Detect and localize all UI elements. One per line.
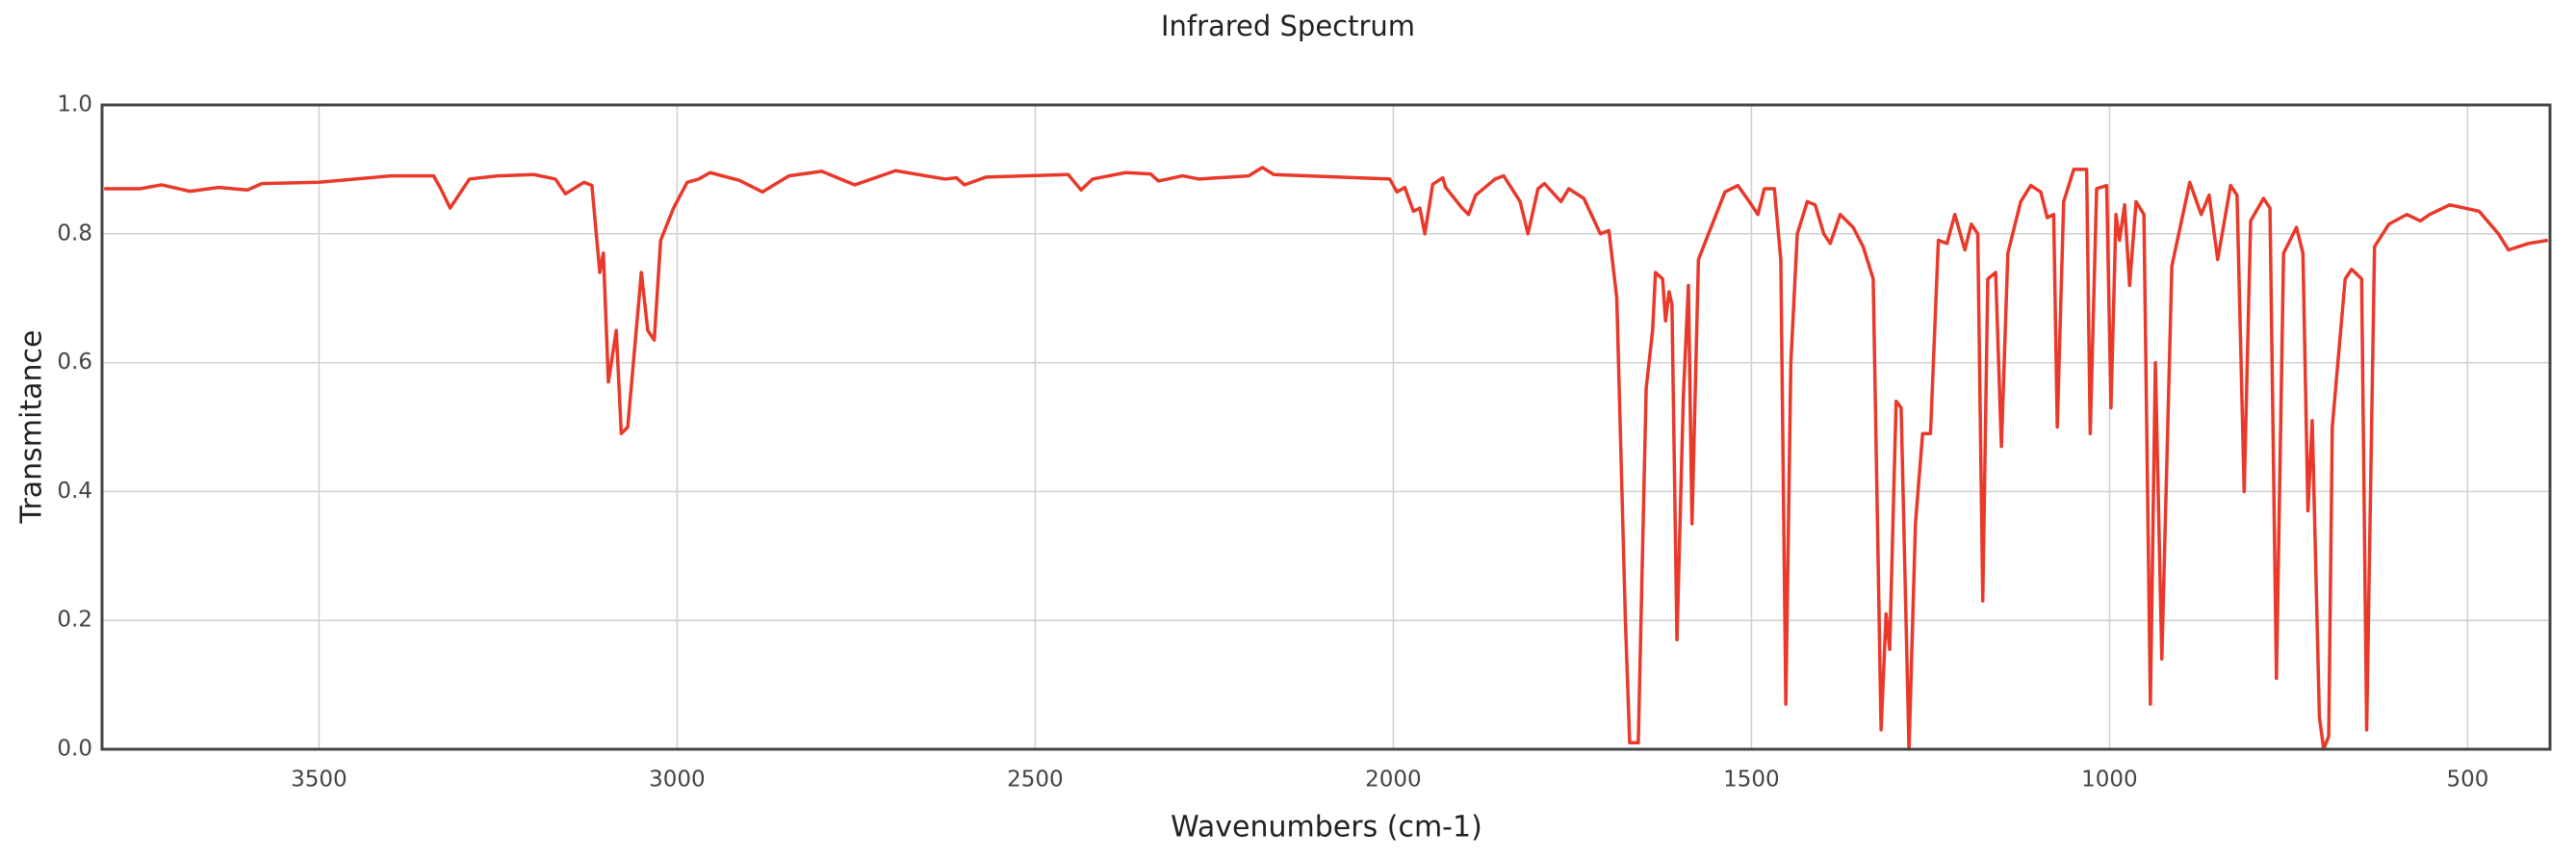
y-tick-label: 1.0 <box>57 92 92 117</box>
spectrum-line <box>104 166 2549 751</box>
plot-frame <box>100 103 2552 751</box>
x-axis-label: Wavenumbers (cm-1) <box>1171 811 1482 845</box>
x-tick-label: 2500 <box>1007 768 1064 793</box>
y-tick-label: 0.8 <box>57 221 92 246</box>
y-tick-label: 0.6 <box>57 350 92 375</box>
y-tick-label: 0.4 <box>57 479 92 504</box>
x-tick-label: 2000 <box>1365 768 1422 793</box>
x-tick-label: 3500 <box>291 768 348 793</box>
x-tick-label: 500 <box>2446 768 2488 793</box>
y-tick-label: 0.0 <box>57 737 92 762</box>
chart-title: Infrared Spectrum <box>1161 10 1415 42</box>
y-axis-label: Transmitance <box>15 330 49 525</box>
y-tick-label: 0.2 <box>57 608 92 633</box>
x-tick-label: 1500 <box>1723 768 1780 793</box>
x-tick-label: 3000 <box>649 768 706 793</box>
x-tick-label: 1000 <box>2081 768 2138 793</box>
